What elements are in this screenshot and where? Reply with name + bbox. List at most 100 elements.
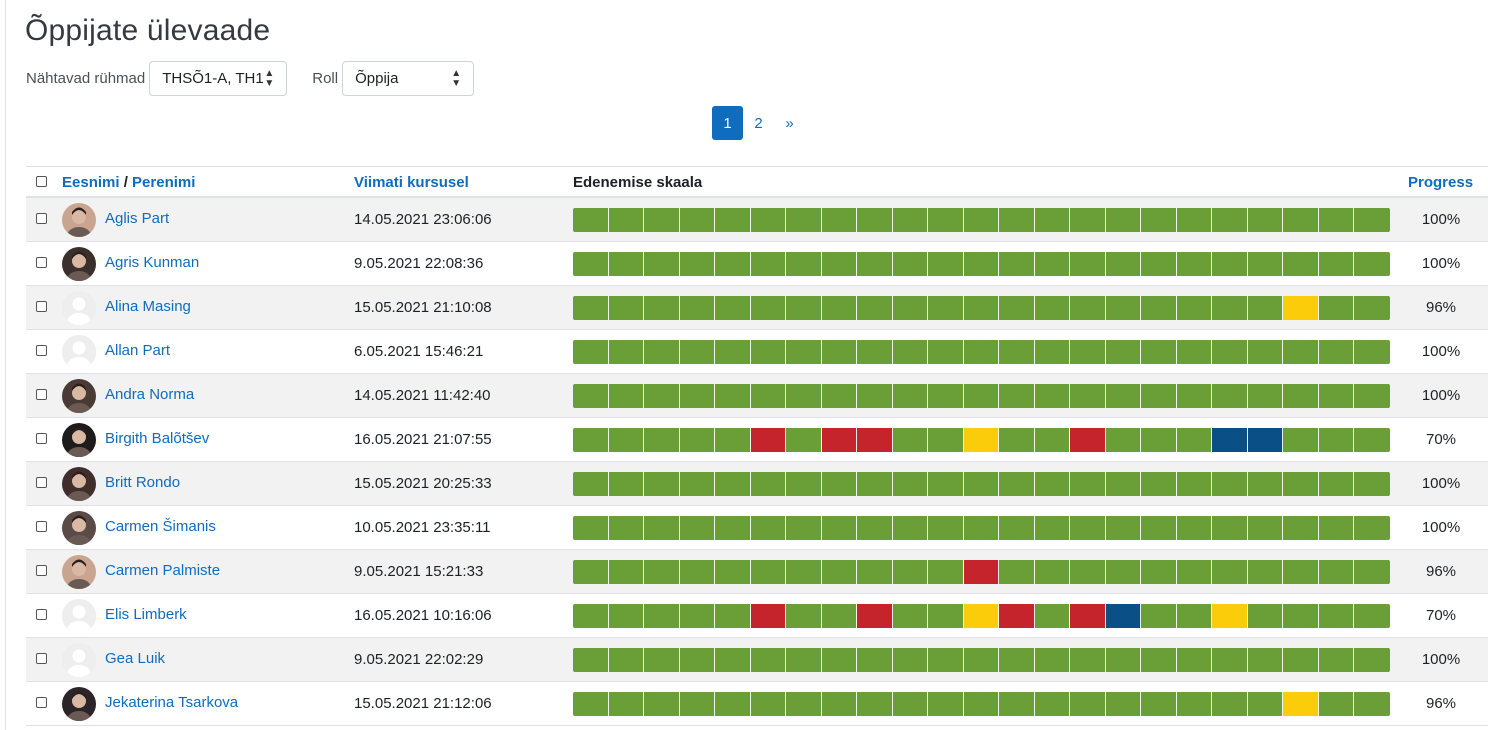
activity-status-cell[interactable] — [999, 560, 1035, 584]
activity-status-cell[interactable] — [963, 560, 1000, 584]
activity-status-cell[interactable] — [1070, 692, 1106, 716]
activity-status-cell[interactable] — [1318, 428, 1355, 452]
activity-status-cell[interactable] — [1318, 472, 1355, 496]
activity-status-cell[interactable] — [999, 384, 1035, 408]
activity-status-cell[interactable] — [1105, 472, 1142, 496]
activity-status-cell[interactable] — [1034, 384, 1071, 408]
activity-status-cell[interactable] — [1247, 648, 1284, 672]
activity-status-cell[interactable] — [1283, 604, 1319, 628]
activity-status-cell[interactable] — [963, 208, 1000, 232]
avatar[interactable] — [62, 335, 96, 369]
avatar[interactable] — [62, 379, 96, 413]
activity-status-cell[interactable] — [644, 252, 680, 276]
student-name-link[interactable]: Jekaterina Tsarkova — [105, 694, 239, 711]
activity-status-cell[interactable] — [1354, 692, 1390, 716]
activity-status-cell[interactable] — [1070, 252, 1106, 276]
student-name-link[interactable]: Carmen Palmiste — [105, 562, 221, 579]
activity-status-cell[interactable] — [573, 604, 609, 628]
activity-status-cell[interactable] — [1318, 384, 1355, 408]
activity-status-cell[interactable] — [644, 384, 680, 408]
activity-status-cell[interactable] — [1034, 692, 1071, 716]
activity-status-cell[interactable] — [928, 604, 964, 628]
activity-status-cell[interactable] — [573, 428, 609, 452]
activity-status-cell[interactable] — [1034, 296, 1071, 320]
activity-status-cell[interactable] — [1176, 428, 1213, 452]
activity-status-cell[interactable] — [608, 340, 645, 364]
activity-status-cell[interactable] — [857, 428, 893, 452]
activity-status-cell[interactable] — [857, 648, 893, 672]
activity-status-cell[interactable] — [679, 296, 716, 320]
activity-status-cell[interactable] — [1283, 384, 1319, 408]
activity-status-cell[interactable] — [1247, 428, 1284, 452]
activity-status-cell[interactable] — [1283, 296, 1319, 320]
activity-status-cell[interactable] — [1070, 296, 1106, 320]
activity-status-cell[interactable] — [1105, 384, 1142, 408]
row-checkbox[interactable] — [36, 697, 47, 708]
activity-status-cell[interactable] — [1283, 516, 1319, 540]
activity-status-cell[interactable] — [1212, 560, 1248, 584]
activity-status-cell[interactable] — [1141, 604, 1177, 628]
activity-status-cell[interactable] — [1212, 384, 1248, 408]
activity-status-cell[interactable] — [1176, 516, 1213, 540]
activity-status-cell[interactable] — [1141, 516, 1177, 540]
activity-status-cell[interactable] — [963, 692, 1000, 716]
activity-status-cell[interactable] — [857, 208, 893, 232]
activity-status-cell[interactable] — [1318, 208, 1355, 232]
activity-status-cell[interactable] — [821, 648, 858, 672]
activity-status-cell[interactable] — [999, 648, 1035, 672]
activity-status-cell[interactable] — [892, 604, 929, 628]
activity-status-cell[interactable] — [608, 516, 645, 540]
activity-status-cell[interactable] — [786, 428, 822, 452]
activity-status-cell[interactable] — [963, 648, 1000, 672]
activity-status-cell[interactable] — [1354, 296, 1390, 320]
activity-status-cell[interactable] — [999, 516, 1035, 540]
activity-status-cell[interactable] — [786, 252, 822, 276]
activity-status-cell[interactable] — [821, 692, 858, 716]
activity-status-cell[interactable] — [679, 516, 716, 540]
activity-status-cell[interactable] — [1283, 252, 1319, 276]
activity-status-cell[interactable] — [857, 516, 893, 540]
avatar[interactable] — [62, 203, 96, 237]
activity-status-cell[interactable] — [608, 648, 645, 672]
activity-status-cell[interactable] — [1354, 428, 1390, 452]
activity-status-cell[interactable] — [679, 692, 716, 716]
activity-status-cell[interactable] — [750, 428, 787, 452]
sort-first-name-link[interactable]: Eesnimi — [62, 174, 120, 191]
sort-progress-link[interactable]: Progress — [1408, 174, 1474, 191]
activity-status-cell[interactable] — [1105, 208, 1142, 232]
activity-status-cell[interactable] — [1283, 560, 1319, 584]
activity-status-cell[interactable] — [1212, 252, 1248, 276]
avatar[interactable] — [62, 643, 96, 677]
activity-status-cell[interactable] — [644, 340, 680, 364]
activity-status-cell[interactable] — [928, 208, 964, 232]
activity-status-cell[interactable] — [1034, 208, 1071, 232]
activity-status-cell[interactable] — [1105, 604, 1142, 628]
activity-status-cell[interactable] — [1070, 604, 1106, 628]
activity-status-cell[interactable] — [1247, 604, 1284, 628]
activity-status-cell[interactable] — [1105, 428, 1142, 452]
activity-status-cell[interactable] — [1247, 296, 1284, 320]
student-name-link[interactable]: Allan Part — [105, 342, 171, 359]
activity-status-cell[interactable] — [1034, 340, 1071, 364]
activity-status-cell[interactable] — [715, 472, 751, 496]
activity-status-cell[interactable] — [1318, 516, 1355, 540]
avatar[interactable] — [62, 423, 96, 457]
activity-status-cell[interactable] — [1354, 560, 1390, 584]
activity-status-cell[interactable] — [573, 692, 609, 716]
activity-status-cell[interactable] — [679, 560, 716, 584]
activity-status-cell[interactable] — [1354, 516, 1390, 540]
activity-status-cell[interactable] — [1212, 472, 1248, 496]
next-page-link[interactable]: » — [785, 114, 794, 132]
activity-status-cell[interactable] — [573, 384, 609, 408]
activity-status-cell[interactable] — [1070, 560, 1106, 584]
activity-status-cell[interactable] — [963, 340, 1000, 364]
activity-status-cell[interactable] — [1176, 384, 1213, 408]
activity-status-cell[interactable] — [1247, 252, 1284, 276]
activity-status-cell[interactable] — [1354, 340, 1390, 364]
activity-status-cell[interactable] — [821, 208, 858, 232]
activity-status-cell[interactable] — [1070, 516, 1106, 540]
activity-status-cell[interactable] — [679, 208, 716, 232]
activity-status-cell[interactable] — [573, 252, 609, 276]
activity-status-cell[interactable] — [786, 472, 822, 496]
activity-status-cell[interactable] — [608, 560, 645, 584]
